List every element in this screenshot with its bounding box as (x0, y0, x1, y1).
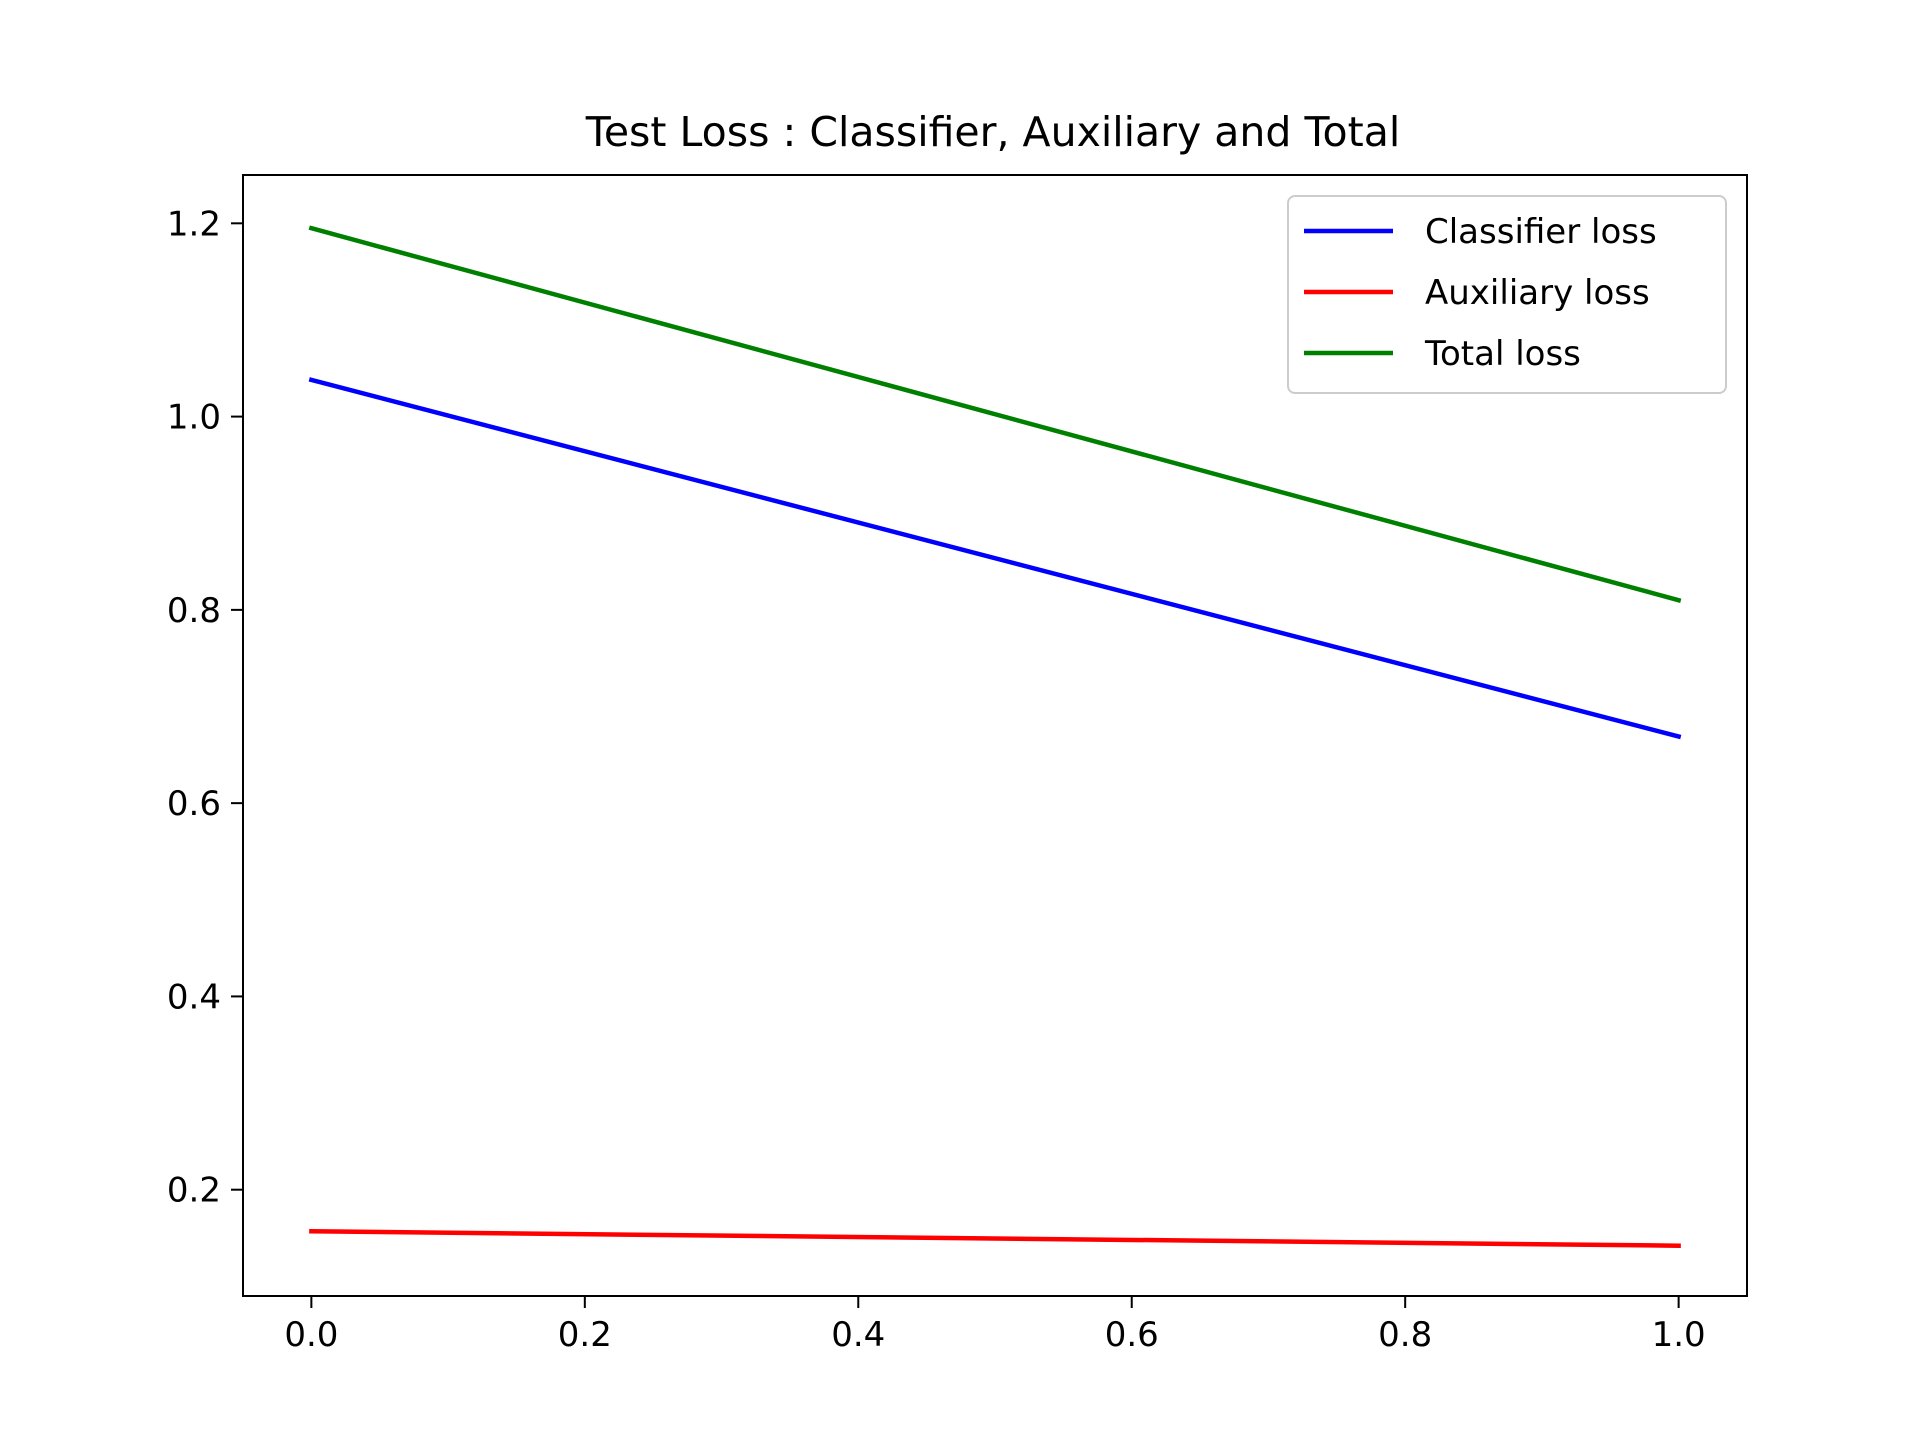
x-tick-label: 0.4 (831, 1315, 885, 1355)
series-line-1 (309, 1229, 1681, 1248)
y-tick-label: 1.2 (167, 204, 221, 244)
legend: Classifier loss Auxiliary loss Total loss (1287, 195, 1727, 394)
legend-label-0: Classifier loss (1425, 212, 1657, 252)
y-tick-label: 0.6 (167, 784, 221, 824)
x-tick-label: 0.2 (558, 1315, 612, 1355)
plot-area (308, 225, 1682, 1248)
y-tick-label: 0.8 (167, 591, 221, 631)
x-tick-label: 1.0 (1652, 1315, 1706, 1355)
legend-label-2: Total loss (1424, 334, 1581, 374)
y-tick-label: 0.2 (167, 1171, 221, 1211)
series-line-2 (308, 225, 1682, 603)
x-tick-label: 0.0 (284, 1315, 338, 1355)
series-line-0 (308, 377, 1682, 740)
x-tick-label: 0.8 (1378, 1315, 1432, 1355)
legend-box (1287, 195, 1727, 394)
axes: 0.0 0.2 0.4 0.6 0.8 1.0 0.2 0.4 0.6 0.8 1.0 1.2 (167, 174, 1748, 1355)
legend-label-1: Auxiliary loss (1425, 273, 1650, 313)
x-tick-label: 0.6 (1105, 1315, 1159, 1355)
axes-frame (242, 174, 1748, 1297)
chart-title: Test Loss : Classifier, Auxiliary and To… (585, 108, 1400, 156)
y-tick-label: 0.4 (167, 977, 221, 1017)
y-tick-label: 1.0 (167, 398, 221, 438)
